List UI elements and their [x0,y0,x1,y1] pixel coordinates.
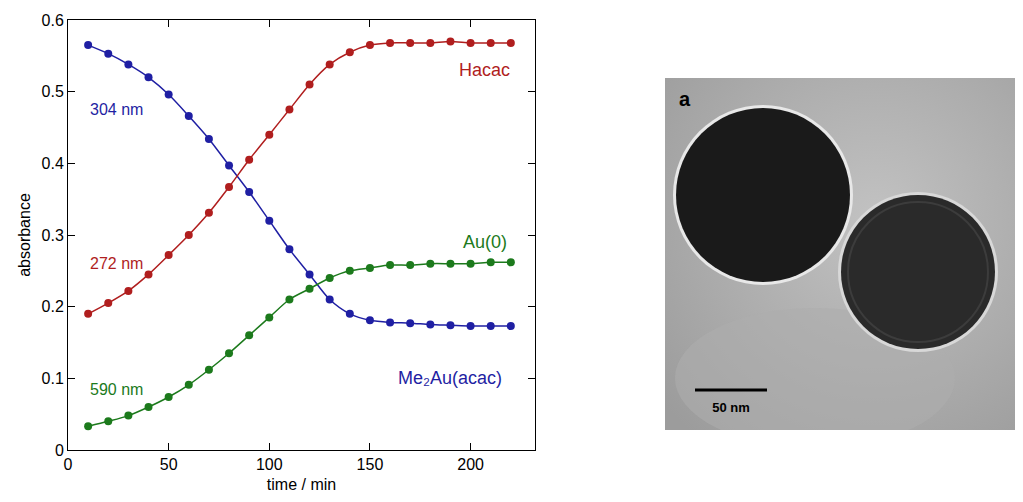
svg-text:50: 50 [160,456,178,473]
svg-text:a: a [679,88,691,110]
svg-text:Hacac: Hacac [459,60,510,80]
svg-text:0: 0 [55,442,64,459]
svg-text:100: 100 [256,456,283,473]
svg-text:590 nm: 590 nm [90,381,143,398]
svg-text:0.2: 0.2 [42,298,64,315]
svg-text:50 nm: 50 nm [712,400,750,415]
svg-text:Au(0): Au(0) [463,232,507,252]
svg-text:200: 200 [457,456,484,473]
svg-text:0.1: 0.1 [42,370,64,387]
svg-text:0: 0 [64,456,73,473]
svg-text:0.4: 0.4 [42,155,64,172]
svg-text:272 nm: 272 nm [90,255,143,272]
svg-text:absorbance: absorbance [16,193,33,277]
svg-text:304 nm: 304 nm [90,101,143,118]
svg-text:150: 150 [357,456,384,473]
svg-text:0.6: 0.6 [42,12,64,29]
svg-text:time / min: time / min [267,476,336,493]
svg-text:0.5: 0.5 [42,83,64,100]
svg-text:0.3: 0.3 [42,227,64,244]
svg-text:Me₂Au(acac): Me₂Au(acac) [398,368,502,388]
